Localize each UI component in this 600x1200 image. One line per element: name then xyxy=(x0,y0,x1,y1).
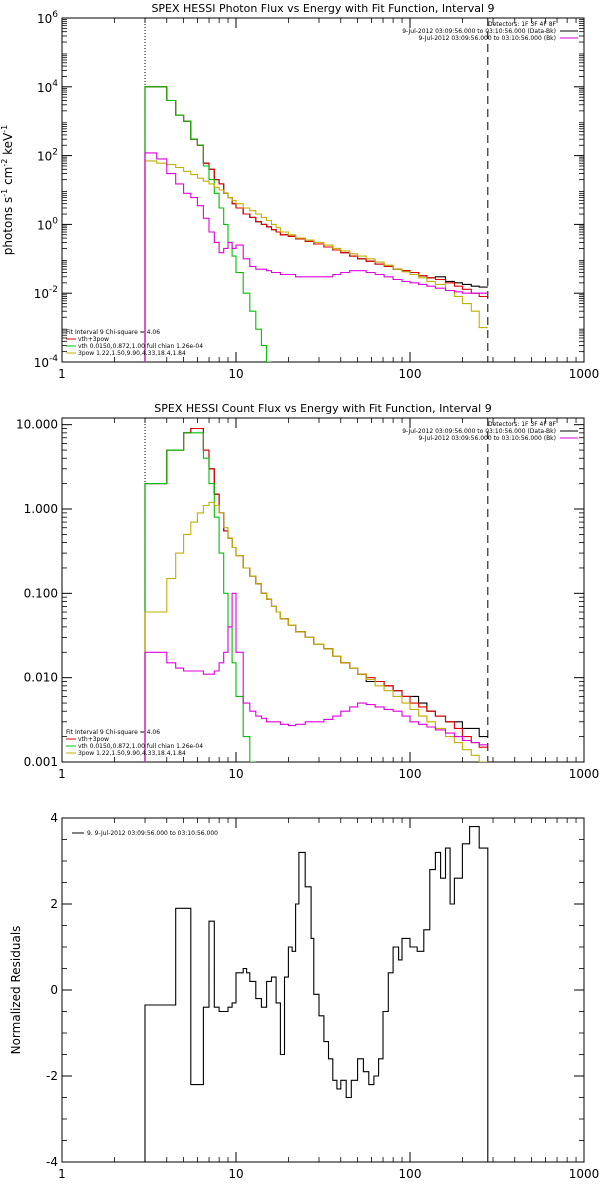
legend-entry: 3pow 1.22,1.50,9.90,4.33,18.4,1.84 xyxy=(78,750,186,757)
series-line-3pow xyxy=(144,501,488,762)
y-tick-label: 104 xyxy=(37,79,58,95)
series-line-bk xyxy=(144,592,488,762)
x-tick-label: 1 xyxy=(58,767,66,781)
series-line-data-bk xyxy=(144,86,488,362)
plot-frame xyxy=(61,417,585,763)
legend-entry: Detectors: 1F 3F 4F 8F xyxy=(488,21,557,28)
y-tick-label: 0.001 xyxy=(24,755,58,769)
y-tick-label: 102 xyxy=(37,148,58,164)
chart-panel-3: 1 10 100 1000 -4 -2 0 2 4 Normalized Residuals 9. … xyxy=(9,811,599,1181)
y-tick-label: -4 xyxy=(46,1155,58,1169)
legend-entry: 9-Jul-2012 03:09:56.000 to 03:10:56.000 … xyxy=(402,28,556,35)
y-tick-label: 10-4 xyxy=(34,354,59,370)
y-tick-label: 106 xyxy=(37,10,58,26)
legend-entry: vth 0.0150,0.872,1.00 full chian 1.26e-0… xyxy=(78,343,203,350)
legend-entry: 9. 9-Jul-2012 03:09:56.000 to 03:10:56.0… xyxy=(87,830,218,837)
legend-entry: vth+3pow xyxy=(78,736,109,743)
series-line-vth-3pow xyxy=(144,86,488,362)
legend-entry: 9-Jul-2012 03:09:56.000 to 03:10:56.000 … xyxy=(402,428,556,435)
series-line-vth xyxy=(144,86,272,362)
x-tick-label: 10 xyxy=(228,1167,243,1181)
chart-panel-2: SPEX HESSI Count Flux vs Energy with Fit… xyxy=(16,402,599,781)
y-tick-label: 0.010 xyxy=(24,671,58,685)
series-line-data-bk xyxy=(144,826,489,1162)
y-tick-label: 2 xyxy=(50,897,58,911)
plot-frame xyxy=(61,17,585,363)
legend-entry: 9-Jul-2012 03:09:56.000 to 03:10:56.000 … xyxy=(418,435,556,442)
x-tick-label: 1000 xyxy=(569,1167,600,1181)
y-tick-label: 10.000 xyxy=(16,418,58,432)
chart-panel-1: SPEX HESSI Photon Flux vs Energy with Fi… xyxy=(0,2,599,381)
series-line-vth-3pow xyxy=(144,427,488,762)
y-axis-label: Normalized Residuals xyxy=(9,926,23,1055)
series-line-vth xyxy=(144,432,256,762)
x-tick-label: 1 xyxy=(58,1167,66,1181)
y-tick-label: 1.000 xyxy=(24,502,58,516)
y-tick-label: 4 xyxy=(50,811,58,825)
legend-entry: vth 0.0150,0.872,1.00 full chian 1.26e-0… xyxy=(78,743,203,750)
y-tick-label: 10-2 xyxy=(34,285,58,301)
y-axis-label: photons s-1 cm-2 keV-1 xyxy=(0,125,15,256)
x-tick-label: 100 xyxy=(399,1167,422,1181)
chart-title: SPEX HESSI Count Flux vs Energy with Fit… xyxy=(154,402,491,415)
y-tick-label: 0.100 xyxy=(24,586,58,600)
series-group xyxy=(144,427,488,762)
series-line-bk xyxy=(144,152,488,362)
legend-entry: 9-Jul-2012 03:09:56.000 to 03:10:56.000 … xyxy=(418,35,556,42)
x-tick-label: 100 xyxy=(399,367,422,381)
legend-entry: Fit Interval 9 Chi-square = 4.06 xyxy=(66,329,160,336)
y-tick-label: 100 xyxy=(37,216,58,232)
series-line-data-bk xyxy=(144,427,488,762)
series-group xyxy=(144,826,489,1162)
x-tick-label: 10 xyxy=(228,367,243,381)
x-tick-label: 100 xyxy=(399,767,422,781)
legend-entry: Detectors: 1F 3F 4F 8F xyxy=(488,421,557,428)
legend-entry: vth+3pow xyxy=(78,336,109,343)
y-tick-label: -2 xyxy=(46,1069,58,1083)
y-tick-label: 0 xyxy=(50,983,58,997)
chart-title: SPEX HESSI Photon Flux vs Energy with Fi… xyxy=(151,2,494,15)
series-line-3pow xyxy=(144,160,488,362)
x-tick-label: 1000 xyxy=(569,767,600,781)
plot-frame xyxy=(61,817,585,1163)
x-tick-label: 1 xyxy=(58,367,66,381)
legend-entry: Fit Interval 9 Chi-square = 4.06 xyxy=(66,729,160,736)
x-tick-label: 1000 xyxy=(569,367,600,381)
x-tick-label: 10 xyxy=(228,767,243,781)
legend-entry: 3pow 1.22,1.50,9.90,4.33,18.4,1.84 xyxy=(78,350,186,357)
series-group xyxy=(144,86,488,362)
